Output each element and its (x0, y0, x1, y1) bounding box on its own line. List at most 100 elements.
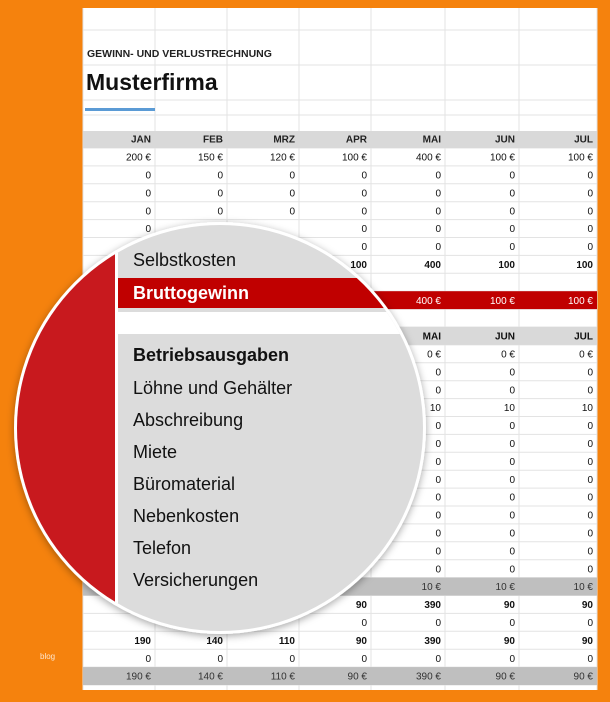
cell: 0 (509, 457, 515, 468)
cell: 0 (435, 224, 441, 235)
cell: JUN (495, 332, 515, 343)
cell: 100 (498, 260, 515, 271)
cell: 0 € (579, 349, 593, 360)
cell: 0 (587, 385, 593, 396)
cell: 0 € (501, 349, 515, 360)
cell: 0 (587, 618, 593, 629)
lens-item: Büromaterial (133, 474, 235, 494)
cell: 10 € (574, 582, 594, 593)
cell: 0 (435, 367, 441, 378)
lens-blank-row (118, 312, 423, 334)
lens-item: Miete (133, 442, 177, 462)
cell: 0 (289, 654, 295, 665)
cell: 0 (509, 206, 515, 217)
cell: 0 (435, 457, 441, 468)
cell: 0 (435, 439, 441, 450)
cell: 0 (587, 242, 593, 253)
cell: 90 € (496, 672, 516, 683)
cell: 0 (587, 188, 593, 199)
cell: 190 € (126, 672, 151, 683)
cell: 0 (435, 618, 441, 629)
lens-item: Telefon (133, 538, 191, 558)
cell: 0 (435, 564, 441, 575)
cell: 10 (430, 403, 442, 414)
cell: 0 (587, 546, 593, 557)
cell: 90 (356, 600, 368, 611)
cell: 0 (587, 421, 593, 432)
cell: 0 (435, 170, 441, 181)
cell: 0 (509, 439, 515, 450)
cell: 150 € (198, 153, 223, 164)
lens-item: Abschreibung (133, 410, 243, 430)
month-header: JUN (495, 135, 515, 146)
cell: 10 € (496, 582, 516, 593)
cell: 0 (509, 564, 515, 575)
cell: 0 (289, 206, 295, 217)
cell: 10 (504, 403, 516, 414)
month-header: MRZ (273, 135, 295, 146)
cell: 0 (587, 493, 593, 504)
cell: 0 (509, 385, 515, 396)
cell: 0 (509, 224, 515, 235)
cell: 90 (356, 636, 368, 647)
cell: 0 (145, 188, 151, 199)
magnifier: Bruttogewinn Betriebsausgaben Selbstkost… (14, 222, 426, 634)
cell: 0 (509, 546, 515, 557)
cell: 0 (435, 654, 441, 665)
cell: 400 (424, 260, 441, 271)
cell: 0 (587, 564, 593, 575)
cell: 0 (217, 654, 223, 665)
cell: 140 (206, 636, 223, 647)
cell: 0 (435, 528, 441, 539)
cell: 110 (279, 636, 296, 647)
cell: 90 (582, 600, 594, 611)
cell: 0 (435, 493, 441, 504)
cell: 0 (587, 224, 593, 235)
lens-item: Selbstkosten (133, 250, 236, 270)
cell: 0 (361, 242, 367, 253)
cell: 0 (435, 385, 441, 396)
cell: 10 € (422, 582, 442, 593)
cell: 390 (424, 636, 441, 647)
month-header: FEB (203, 135, 223, 146)
cell: 390 (424, 600, 441, 611)
month-header: APR (346, 135, 368, 146)
cell: 100 € (490, 153, 515, 164)
cell: 200 € (126, 153, 151, 164)
cell: 0 (509, 493, 515, 504)
cell: 100 € (490, 296, 515, 307)
cell: 0 (361, 206, 367, 217)
cell: 110 € (271, 672, 296, 683)
cell: 0 (587, 170, 593, 181)
cell: 0 (587, 206, 593, 217)
cell: 0 (217, 188, 223, 199)
cell: 90 € (574, 672, 594, 683)
cell: 0 (435, 511, 441, 522)
cell: 140 € (198, 672, 223, 683)
cell: 0 (435, 188, 441, 199)
cell: 0 (435, 421, 441, 432)
cell: 100 € (342, 153, 367, 164)
cell: 0 (509, 367, 515, 378)
lens-item: Versicherungen (133, 570, 258, 590)
cell: 0 (435, 242, 441, 253)
watermark: blog (40, 652, 55, 661)
cell: 90 (582, 636, 594, 647)
cell: 0 (361, 188, 367, 199)
cell: 0 (509, 421, 515, 432)
cell: 0 (509, 170, 515, 181)
cell: 0 (587, 528, 593, 539)
cell: 0 € (427, 349, 441, 360)
cell: 100 (576, 260, 593, 271)
month-header: JAN (131, 135, 151, 146)
cell: 0 (509, 618, 515, 629)
cell: 0 (361, 224, 367, 235)
total-row (83, 667, 597, 685)
header-row (83, 131, 597, 148)
lens-divider (115, 225, 118, 631)
cell: 0 (145, 654, 151, 665)
cell: 0 (289, 170, 295, 181)
cell: 90 € (348, 672, 368, 683)
cell: 0 (435, 475, 441, 486)
cell: 0 (217, 206, 223, 217)
